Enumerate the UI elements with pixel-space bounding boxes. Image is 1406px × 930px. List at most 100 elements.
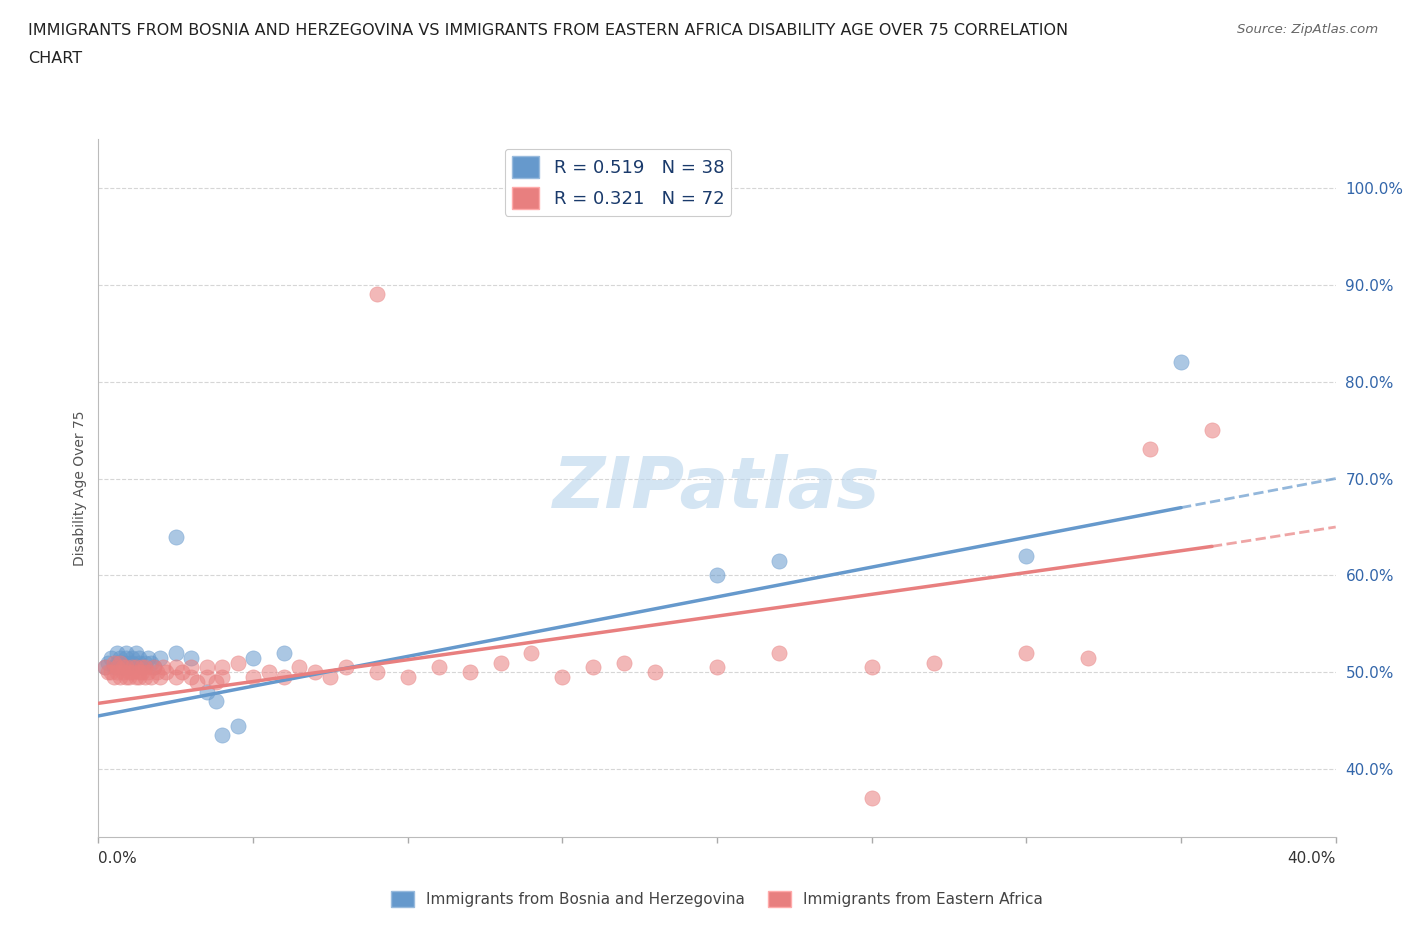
Point [93, 660, 115, 675]
Point [165, 660, 187, 675]
Point [97, 656, 120, 671]
Point [131, 660, 153, 675]
Point [706, 660, 728, 675]
Y-axis label: Disability Age Over 75: Disability Age Over 75 [73, 410, 87, 566]
Point [121, 656, 143, 671]
Text: ZIPatlas: ZIPatlas [554, 454, 880, 523]
Point [165, 529, 187, 544]
Point [143, 660, 166, 675]
Point [136, 665, 159, 680]
Point [128, 650, 150, 665]
Point [103, 660, 125, 675]
Text: CHART: CHART [28, 51, 82, 66]
Point [100, 665, 122, 680]
Point [105, 645, 128, 660]
Point [860, 790, 883, 805]
Point [112, 660, 135, 675]
Point [226, 656, 249, 671]
Point [242, 650, 264, 665]
Point [288, 660, 311, 675]
Point [1015, 549, 1038, 564]
Point [115, 645, 138, 660]
Point [257, 665, 280, 680]
Point [180, 650, 202, 665]
Point [105, 665, 128, 680]
Text: 40.0%: 40.0% [1288, 851, 1336, 866]
Point [131, 660, 153, 675]
Point [93, 660, 115, 675]
Point [706, 568, 728, 583]
Point [211, 728, 233, 743]
Point [273, 670, 295, 684]
Point [335, 660, 357, 675]
Point [180, 660, 202, 675]
Point [108, 660, 131, 675]
Point [195, 660, 218, 675]
Point [768, 645, 790, 660]
Point [121, 660, 143, 675]
Point [152, 660, 174, 675]
Point [143, 660, 166, 675]
Point [366, 287, 388, 302]
Point [136, 650, 159, 665]
Point [1201, 422, 1223, 438]
Point [396, 670, 419, 684]
Point [134, 660, 156, 675]
Point [1170, 355, 1192, 370]
Point [582, 660, 605, 675]
Point [304, 665, 326, 680]
Point [105, 660, 128, 675]
Point [195, 684, 218, 699]
Point [134, 656, 156, 671]
Point [1077, 650, 1099, 665]
Point [146, 665, 169, 680]
Point [124, 660, 146, 675]
Point [706, 863, 728, 878]
Point [195, 670, 218, 684]
Point [124, 670, 146, 684]
Point [149, 650, 172, 665]
Point [108, 656, 131, 671]
Point [103, 670, 125, 684]
Point [860, 660, 883, 675]
Point [128, 670, 150, 684]
Point [205, 674, 228, 689]
Point [551, 670, 574, 684]
Point [1015, 645, 1038, 660]
Point [644, 665, 666, 680]
Text: Source: ZipAtlas.com: Source: ZipAtlas.com [1237, 23, 1378, 36]
Point [186, 674, 208, 689]
Point [1139, 442, 1161, 457]
Point [115, 650, 138, 665]
Point [128, 656, 150, 671]
Point [105, 656, 128, 671]
Point [427, 660, 450, 675]
Point [211, 660, 233, 675]
Point [489, 656, 512, 671]
Point [121, 665, 143, 680]
Point [922, 656, 945, 671]
Point [165, 670, 187, 684]
Point [112, 660, 135, 675]
Point [155, 665, 177, 680]
Point [242, 670, 264, 684]
Point [100, 650, 122, 665]
Point [226, 718, 249, 733]
Legend: Immigrants from Bosnia and Herzegovina, Immigrants from Eastern Africa: Immigrants from Bosnia and Herzegovina, … [385, 884, 1049, 913]
Point [613, 656, 636, 671]
Point [458, 665, 481, 680]
Point [108, 650, 131, 665]
Point [115, 670, 138, 684]
Point [319, 670, 342, 684]
Point [366, 665, 388, 680]
Point [115, 660, 138, 675]
Point [118, 660, 141, 675]
Point [118, 670, 141, 684]
Point [205, 694, 228, 709]
Point [103, 656, 125, 671]
Point [139, 670, 162, 684]
Text: 0.0%: 0.0% [98, 851, 138, 866]
Point [112, 656, 135, 671]
Point [149, 670, 172, 684]
Point [124, 645, 146, 660]
